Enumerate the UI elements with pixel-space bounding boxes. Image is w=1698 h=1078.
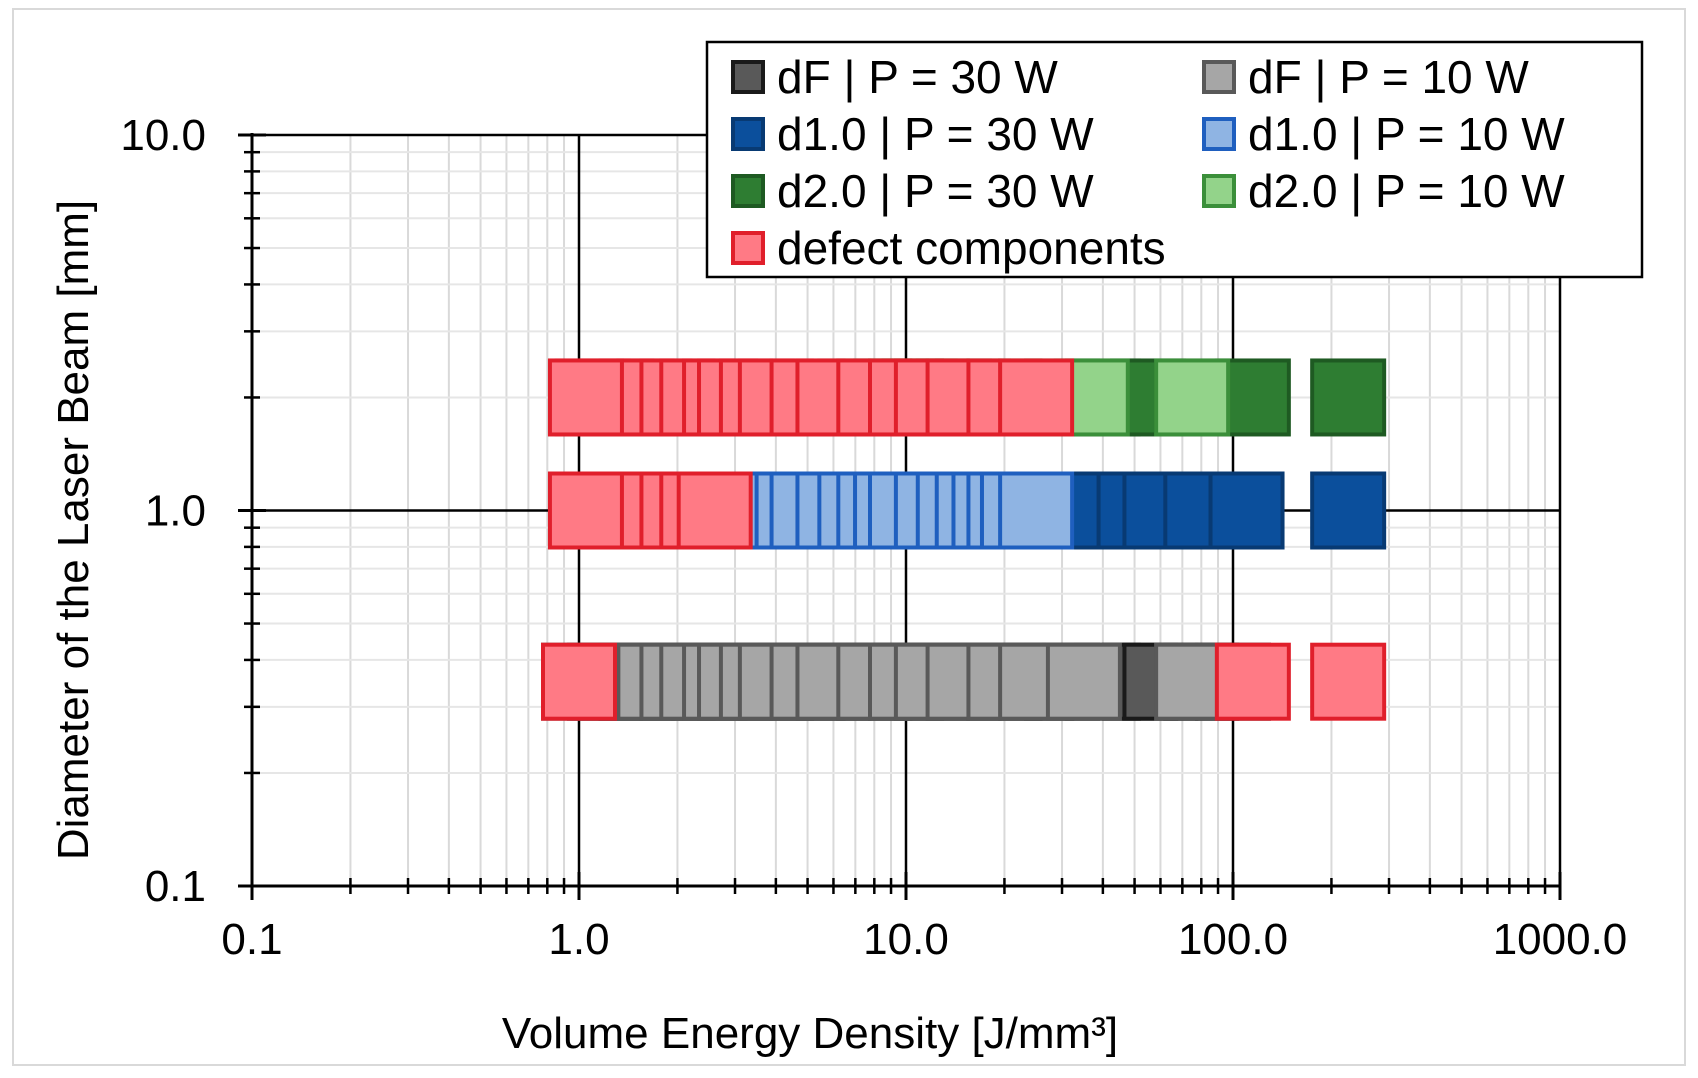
legend-marker: [731, 174, 765, 208]
y-axis-title: Diameter of the Laser Beam [mm]: [49, 200, 98, 860]
legend-label: dF | P = 30 W: [777, 51, 1058, 103]
x-tick-label: 10.0: [863, 915, 949, 964]
data-point-defect: [676, 471, 753, 550]
data-point-d1_30W: [1310, 471, 1387, 550]
x-tick-label: 1.0: [548, 915, 609, 964]
legend-marker: [1202, 60, 1236, 94]
legend-marker: [731, 117, 765, 151]
data-point-defect: [547, 471, 624, 550]
y-tick-label: 0.1: [145, 862, 206, 911]
x-axis-title: Volume Energy Density [J/mm³]: [502, 1009, 1118, 1058]
data-point-defect: [998, 358, 1075, 437]
data-point-d2_30W: [1310, 358, 1387, 437]
data-point-d1_10W: [998, 471, 1075, 550]
legend-box: [705, 40, 1644, 279]
legend-label: d1.0 | P = 30 W: [777, 108, 1094, 160]
legend-marker: [731, 231, 765, 265]
data-point-defect: [1214, 642, 1291, 721]
legend-label: d2.0 | P = 10 W: [1248, 165, 1565, 217]
data-point-defect: [541, 642, 617, 721]
data-point-d2_10W: [1154, 358, 1231, 437]
axes-layer: [238, 133, 1562, 900]
tick-labels: 0.1 1.0 10.0 100.0 1000.0 0.1 1.0 10.0: [120, 111, 1627, 964]
x-tick-label: 1000.0: [1493, 915, 1628, 964]
x-tick-label: 100.0: [1178, 915, 1288, 964]
legend-label: dF | P = 10 W: [1248, 51, 1529, 103]
legend-marker: [1202, 117, 1236, 151]
y-tick-label: 10.0: [120, 111, 206, 160]
legend: dF | P = 30 W dF | P = 10 W d1.0 | P = 30 …: [705, 40, 1644, 279]
legend-label: d1.0 | P = 10 W: [1248, 108, 1565, 160]
marks-layer: [541, 358, 1387, 721]
legend-marker: [731, 60, 765, 94]
legend-label: defect components: [777, 222, 1166, 274]
data-point-dF_10W: [1045, 642, 1122, 721]
data-point-defect: [1310, 642, 1387, 721]
legend-marker: [1202, 174, 1236, 208]
legend-label: d2.0 | P = 30 W: [777, 165, 1094, 217]
data-point-d1_30W: [1208, 471, 1285, 550]
x-tick-label: 0.1: [221, 915, 282, 964]
y-tick-label: 1.0: [145, 487, 206, 536]
data-point-defect: [547, 358, 624, 437]
